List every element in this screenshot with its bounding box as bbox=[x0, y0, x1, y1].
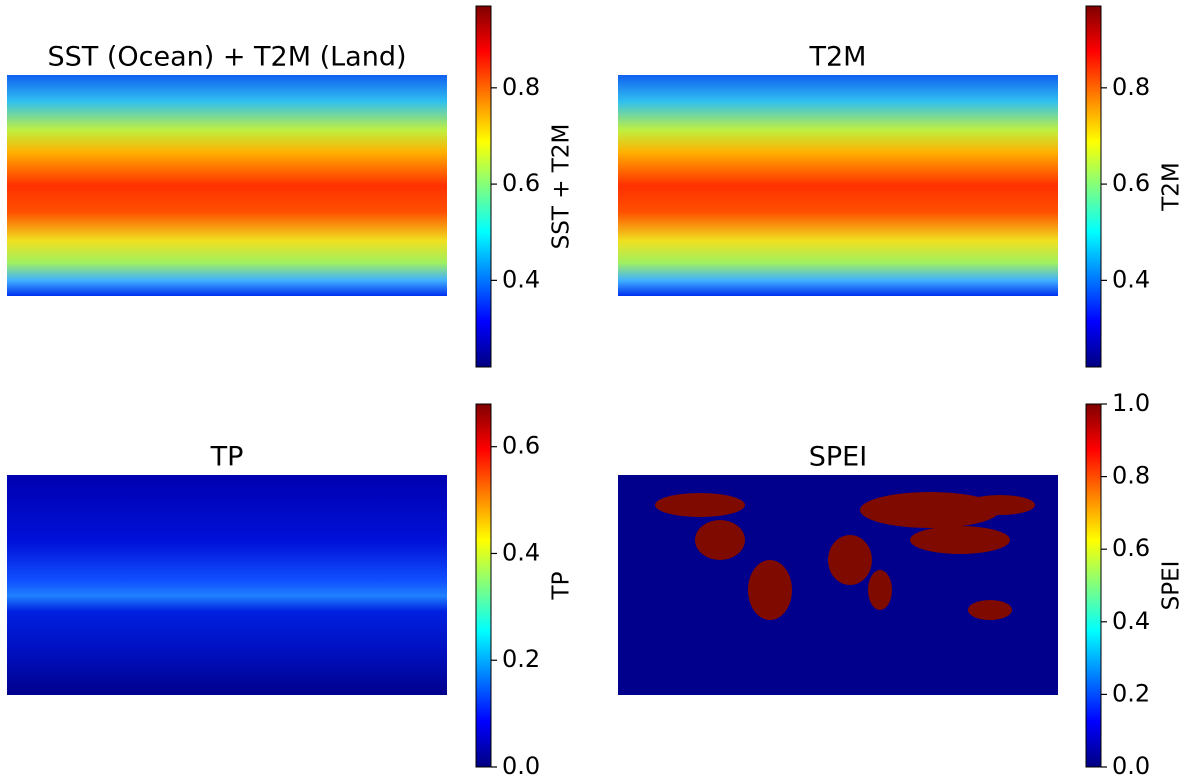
map-image bbox=[618, 75, 1058, 296]
chart-title: SST (Ocean) + T2M (Land) bbox=[47, 42, 406, 73]
map-region bbox=[965, 495, 1035, 515]
tick-label: 0.4 bbox=[502, 265, 540, 293]
chart-title: SPEI bbox=[809, 442, 867, 473]
tick-label: 0.6 bbox=[502, 169, 540, 197]
tick-label: 0.4 bbox=[1112, 607, 1150, 635]
chart-title: TP bbox=[210, 442, 244, 473]
tick-label: 0.0 bbox=[502, 752, 540, 780]
tick-label: 0.0 bbox=[1112, 752, 1150, 780]
map-image bbox=[7, 75, 447, 296]
tick-label: 1.0 bbox=[1112, 389, 1150, 417]
tick-label: 0.2 bbox=[502, 645, 540, 673]
colorbar-label: SST + T2M bbox=[549, 124, 575, 250]
colorbar-label: TP bbox=[549, 571, 575, 600]
map-region bbox=[695, 520, 745, 560]
tick-label: 0.6 bbox=[502, 432, 540, 460]
tick-label: 0.8 bbox=[1112, 73, 1150, 101]
colorbar-label: T2M bbox=[1159, 162, 1185, 212]
colorbar bbox=[475, 403, 492, 768]
map-region bbox=[868, 570, 892, 610]
map-region bbox=[968, 600, 1012, 620]
map-region bbox=[860, 492, 1000, 528]
tick-label: 0.2 bbox=[1112, 679, 1150, 707]
map-region bbox=[655, 493, 745, 517]
map-image bbox=[7, 475, 447, 695]
colorbar-label: SPEI bbox=[1159, 561, 1185, 611]
tick-label: 0.8 bbox=[502, 73, 540, 101]
tick-label: 0.8 bbox=[1112, 462, 1150, 490]
colorbar bbox=[1085, 403, 1102, 768]
tick-label: 0.6 bbox=[1112, 169, 1150, 197]
tick-label: 0.4 bbox=[1112, 265, 1150, 293]
map-region bbox=[910, 526, 1010, 554]
colorbar bbox=[475, 5, 492, 368]
map-region bbox=[828, 535, 872, 585]
tick-label: 0.4 bbox=[502, 538, 540, 566]
map-region bbox=[748, 560, 792, 620]
chart-title: T2M bbox=[809, 42, 867, 73]
colorbar bbox=[1085, 5, 1102, 368]
tick-label: 0.6 bbox=[1112, 534, 1150, 562]
